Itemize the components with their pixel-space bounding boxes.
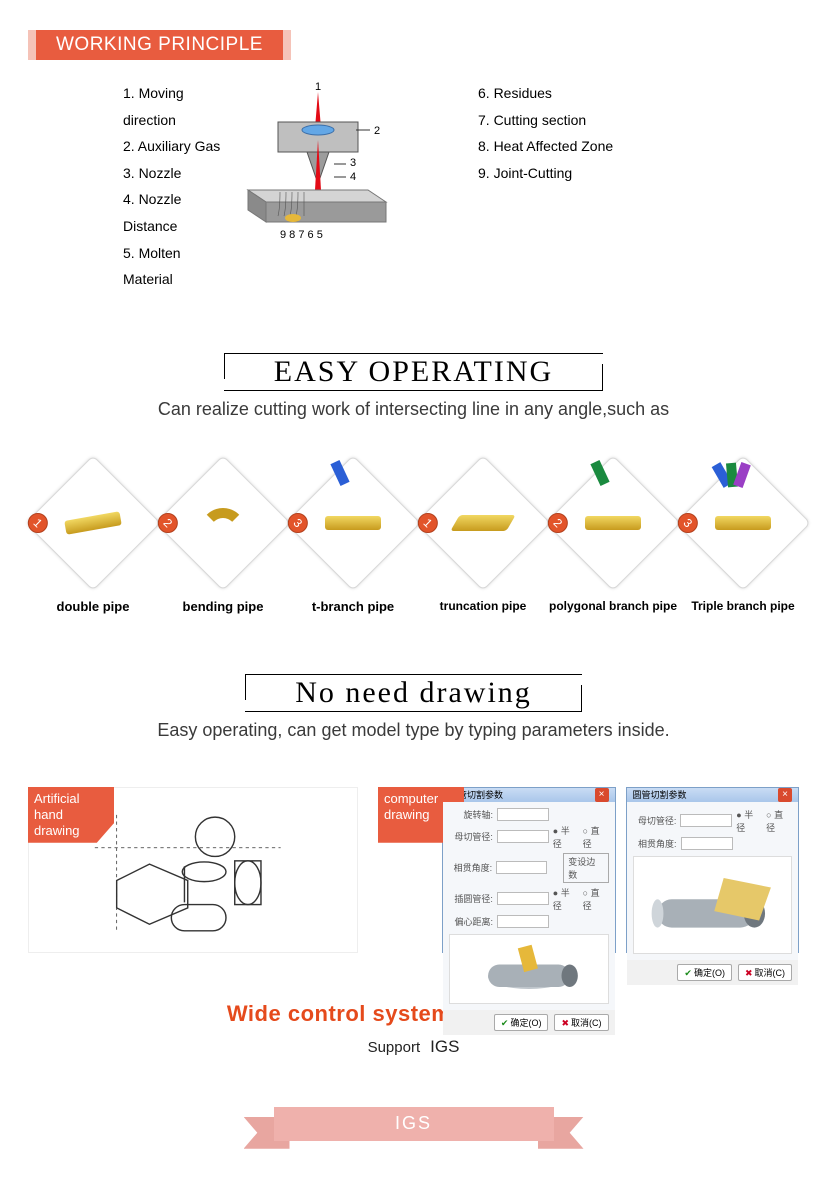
principle-item: 9. Joint-Cutting (478, 160, 638, 187)
principle-item: 8. Heat Affected Zone (478, 133, 638, 160)
num-badge: 3 (284, 509, 312, 537)
form-input[interactable] (497, 830, 549, 843)
easy-subtitle: Can realize cutting work of intersecting… (28, 399, 799, 420)
num-badge: 1 (24, 509, 52, 537)
form-label: 相贯角度: (633, 837, 677, 850)
igs-ribbon: IGS (244, 1107, 584, 1149)
cancel-button[interactable]: 取消(C) (738, 964, 792, 981)
ok-button[interactable]: 确定(O) (494, 1014, 549, 1031)
ok-button[interactable]: 确定(O) (677, 964, 732, 981)
diamond-label: Triple branch pipe (678, 599, 808, 613)
num-badge: 2 (544, 509, 572, 537)
principle-item: 4. Nozzle Distance (123, 186, 228, 239)
svg-text:9 8 7 6 5: 9 8 7 6 5 (280, 229, 323, 241)
easy-operating-title: EASY OPERATING (224, 353, 603, 391)
form-input[interactable] (497, 915, 549, 928)
principle-item: 2. Auxiliary Gas (123, 133, 228, 160)
hand-drawing-box: Artificial hand drawing (28, 787, 358, 953)
diamond-label: polygonal branch pipe (548, 599, 678, 613)
diamond-label: bending pipe (158, 599, 288, 614)
svg-text:3: 3 (350, 157, 356, 169)
form-label: 插圆管径: (449, 892, 493, 905)
principle-item: 5. Molten Material (123, 240, 228, 293)
svg-text:1: 1 (315, 81, 321, 93)
diamond-bending-pipe: 2 (155, 455, 291, 591)
computer-drawing-box: computer drawing 圆管切割参数 × 旋转轴: 母切管径:● 半径… (378, 787, 799, 953)
no-need-title: No need drawing (245, 674, 582, 712)
svg-text:2: 2 (374, 125, 380, 137)
svg-text:4: 4 (350, 171, 356, 183)
principle-item: 6. Residues (478, 80, 638, 107)
form-label: 旋转轴: (449, 808, 493, 821)
diamond-tbranch-pipe: 3 (285, 455, 421, 591)
window-titlebar: 圆管切割参数 × (443, 788, 615, 802)
diamond-label: truncation pipe (418, 599, 548, 613)
num-badge: 3 (674, 509, 702, 537)
software-window-1: 圆管切割参数 × 旋转轴: 母切管径:● 半径○ 直径 相贯角度:变设边数 插圆… (442, 787, 616, 953)
pipe-group-1: 1 double pipe 2 bending pipe 3 t-branch … (28, 475, 418, 614)
diamond-label: t-branch pipe (288, 599, 418, 614)
principle-item: 3. Nozzle (123, 160, 228, 187)
principle-left-list: 1. Moving direction 2. Auxiliary Gas 3. … (28, 80, 228, 293)
principle-item: 7. Cutting section (478, 107, 638, 134)
form-label: 偏心距离: (449, 915, 493, 928)
num-badge: 2 (154, 509, 182, 537)
drawing-comparison: Artificial hand drawing computer drawing (28, 787, 799, 953)
radio-a[interactable]: ● 半径 (736, 808, 762, 834)
ribbon-label: IGS (274, 1107, 554, 1141)
form-input[interactable] (497, 892, 549, 905)
principle-item: 1. Moving direction (123, 80, 228, 133)
no-need-subtitle: Easy operating, can get model type by ty… (28, 720, 799, 741)
principle-block: 1. Moving direction 2. Auxiliary Gas 3. … (28, 80, 799, 293)
cancel-button[interactable]: 取消(C) (554, 1014, 608, 1031)
software-window-2: 圆管切割参数 × 母切管径: ● 半径○ 直径 相贯角度: (626, 787, 800, 953)
form-label: 相贯角度: (449, 861, 492, 874)
form-input[interactable] (681, 837, 733, 850)
diamond-polybranch-pipe: 2 (545, 455, 681, 591)
form-input[interactable] (497, 808, 549, 821)
num-badge: 1 (414, 509, 442, 537)
3d-preview (449, 934, 609, 1004)
form-input[interactable] (680, 814, 732, 827)
pipe-group-2: 1 truncation pipe 2 polygonal branch pip… (418, 475, 808, 614)
principle-right-list: 6. Residues 7. Cutting section 8. Heat A… (428, 80, 638, 293)
form-input[interactable] (496, 861, 547, 874)
window-title: 圆管切割参数 (633, 788, 687, 801)
radio-a[interactable]: ● 半径 (553, 824, 579, 850)
close-icon[interactable]: × (595, 788, 609, 802)
close-icon[interactable]: × (778, 788, 792, 802)
section-header: WORKING PRINCIPLE (28, 30, 291, 60)
radio-a[interactable]: ● 半径 (553, 886, 579, 912)
wide-compat-title: Wide control system compatibility (28, 1001, 799, 1027)
window-titlebar: 圆管切割参数 × (627, 788, 799, 802)
diamond-label: double pipe (28, 599, 158, 614)
radio-b[interactable]: ○ 直径 (766, 808, 792, 834)
principle-diagram: 1 2 3 4 (238, 80, 418, 293)
radio-b[interactable]: ○ 直径 (583, 886, 609, 912)
laser-diagram-svg: 1 2 3 4 (238, 80, 398, 260)
radio-b[interactable]: ○ 直径 (583, 824, 609, 850)
form-label: 母切管径: (633, 814, 677, 827)
pipe-types-row: 1 double pipe 2 bending pipe 3 t-branch … (28, 475, 799, 614)
support-line: SupportIGS (28, 1037, 799, 1057)
3d-preview (633, 856, 793, 954)
hand-drawing-tag: Artificial hand drawing (28, 787, 114, 843)
diamond-double-pipe: 1 (25, 455, 161, 591)
diamond-triple-pipe: 3 (675, 455, 811, 591)
form-label: 母切管径: (449, 830, 493, 843)
side-count-button[interactable]: 变设边数 (563, 853, 608, 883)
diamond-truncation-pipe: 1 (415, 455, 551, 591)
